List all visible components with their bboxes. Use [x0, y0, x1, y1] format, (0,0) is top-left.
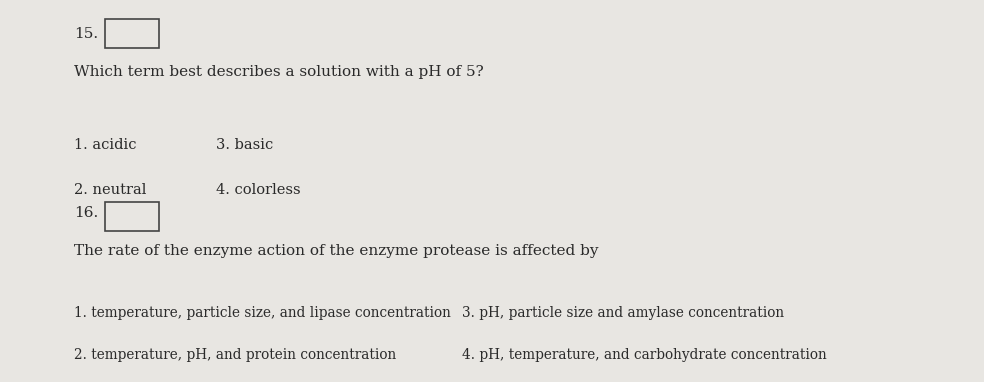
Text: 2. temperature, pH, and protein concentration: 2. temperature, pH, and protein concentr…: [74, 348, 396, 362]
Text: 16.: 16.: [74, 206, 98, 220]
Text: 4. colorless: 4. colorless: [216, 183, 301, 197]
Text: The rate of the enzyme action of the enzyme protease is affected by: The rate of the enzyme action of the enz…: [74, 244, 598, 259]
Text: Which term best describes a solution with a pH of 5?: Which term best describes a solution wit…: [74, 65, 483, 79]
Text: 3. basic: 3. basic: [216, 138, 274, 152]
Text: 15.: 15.: [74, 27, 98, 41]
Bar: [105, 202, 159, 231]
Text: 1. temperature, particle size, and lipase concentration: 1. temperature, particle size, and lipas…: [74, 306, 451, 320]
Text: 3. pH, particle size and amylase concentration: 3. pH, particle size and amylase concent…: [462, 306, 784, 320]
Text: 2. neutral: 2. neutral: [74, 183, 147, 197]
Text: 1. acidic: 1. acidic: [74, 138, 137, 152]
Text: 4. pH, temperature, and carbohydrate concentration: 4. pH, temperature, and carbohydrate con…: [462, 348, 828, 362]
Bar: [105, 19, 159, 48]
